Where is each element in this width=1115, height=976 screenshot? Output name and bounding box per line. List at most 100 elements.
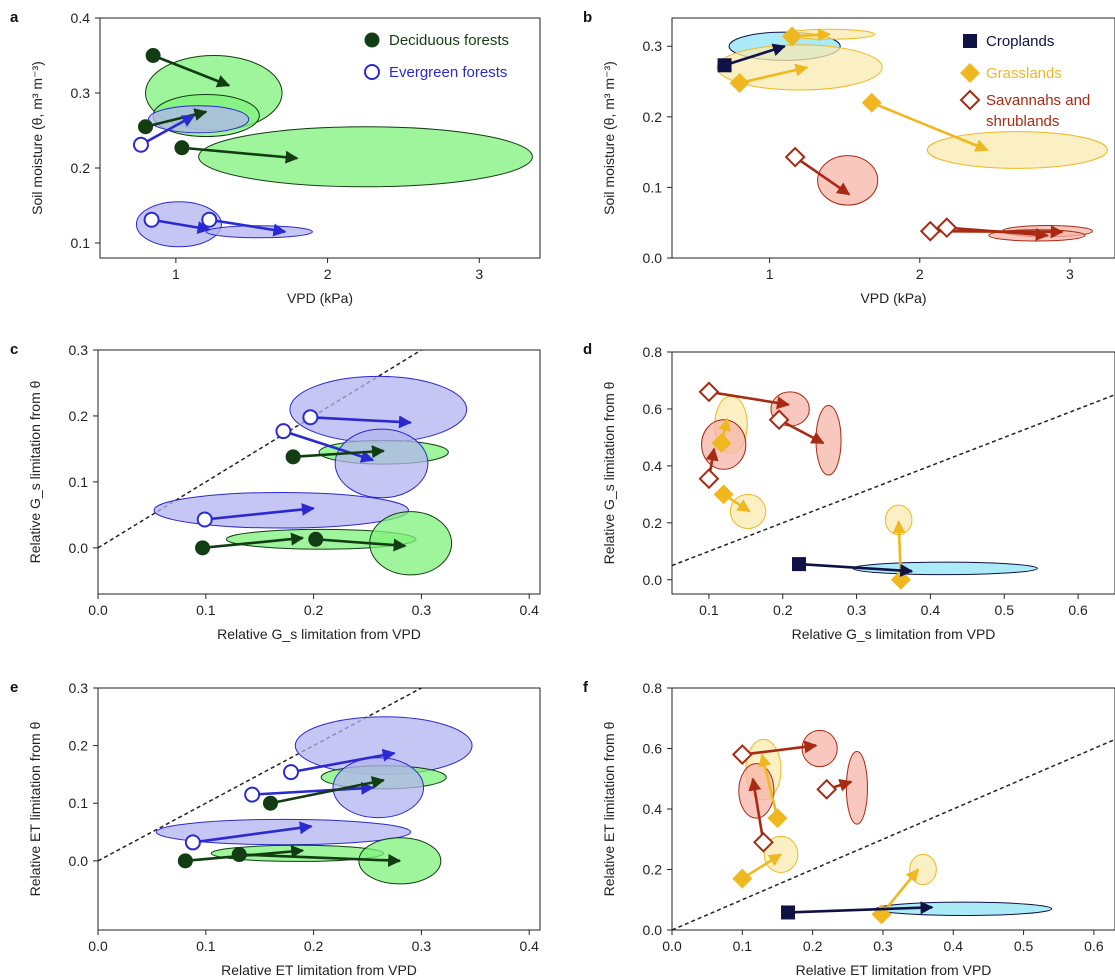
x-tick-label: 0.3 — [873, 938, 893, 954]
evergreen-point — [201, 211, 218, 228]
evergreen-arrow — [192, 821, 313, 844]
deciduous-arrow — [315, 537, 407, 552]
savannah-point — [698, 468, 720, 490]
deciduous-point — [231, 847, 247, 863]
savannah-ellipse — [801, 729, 838, 768]
x-tick-label: 0.1 — [699, 602, 719, 618]
deciduous-point — [145, 48, 161, 63]
panel-letter: c — [10, 341, 18, 358]
panel-a: a 1 2 3 0.1 0.2 0.3 0.4 VPD (kPa) Soil moisture (… — [10, 9, 541, 306]
croplands-arrow — [724, 43, 786, 67]
x-tick-label: 3 — [475, 266, 483, 282]
y-tick-label: 0.0 — [643, 250, 663, 266]
x-tick-label: 2 — [324, 266, 332, 282]
legend-label: shrublands — [986, 113, 1059, 130]
grasslands-ellipse — [926, 131, 1108, 169]
grasslands-arrow — [758, 753, 779, 819]
croplands-arrow — [798, 562, 914, 577]
x-axis-label: Relative ET limitation from VPD — [796, 962, 992, 976]
evergreen-point — [132, 136, 149, 153]
evergreen-arrow — [290, 748, 396, 774]
plot-frame — [671, 351, 1115, 595]
croplands-point — [717, 58, 732, 73]
y-tick-label: 0.0 — [69, 853, 89, 869]
savannah-point — [784, 146, 806, 168]
croplands-point — [963, 34, 977, 48]
croplands-point — [781, 905, 796, 920]
plot-frame — [671, 687, 1115, 931]
y-tick-label: 0.2 — [69, 408, 89, 424]
x-tick-label: 0.1 — [196, 602, 216, 618]
evergreen-ellipse — [148, 105, 250, 134]
y-tick-label: 0.0 — [643, 572, 663, 588]
y-tick-label: 0.1 — [69, 795, 89, 811]
evergreen-point — [196, 511, 213, 528]
y-axis-label: Relative ET limitation from θ — [601, 721, 617, 896]
grasslands-point — [782, 26, 803, 47]
y-tick-label: 0.4 — [643, 458, 663, 474]
evergreen-arrow — [209, 218, 287, 237]
plot-frame — [97, 687, 541, 931]
evergreen-point — [244, 786, 261, 803]
deciduous-point — [364, 32, 380, 48]
x-tick-label: 0.0 — [88, 938, 108, 954]
savannah-arrow — [794, 155, 851, 196]
x-axis-label: Relative G_s limitation from VPD — [792, 626, 996, 642]
x-tick-label: 1 — [172, 266, 180, 282]
x-tick-label: 1 — [766, 266, 774, 282]
x-tick-label: 2 — [916, 266, 924, 282]
x-tick-label: 0.4 — [519, 602, 539, 618]
y-tick-label: 0.1 — [71, 235, 91, 251]
evergreen-ellipse — [153, 491, 409, 529]
x-tick-label: 0.3 — [412, 602, 432, 618]
evergreen-point — [364, 64, 380, 80]
y-tick-label: 0.6 — [643, 741, 663, 757]
y-tick-label: 0.0 — [643, 922, 663, 938]
evergreen-arrow — [151, 218, 211, 234]
y-tick-label: 0.6 — [643, 401, 663, 417]
grasslands-arrow — [871, 101, 989, 152]
croplands-arrow — [787, 901, 934, 915]
legend-label: Evergreen forests — [389, 64, 507, 81]
panel-c: c 0.0 0.1 0.2 0.3 0.4 0.0 0.1 0.2 0.3 Relative G_s… — [10, 341, 541, 642]
savannah-point — [936, 217, 958, 239]
x-tick-label: 3 — [1066, 266, 1074, 282]
evergreen-arrow — [310, 415, 412, 429]
savannah-arrow — [708, 390, 790, 410]
x-tick-label: 0.2 — [304, 602, 324, 618]
y-tick-label: 0.8 — [643, 680, 663, 696]
savannah-ellipse — [845, 751, 868, 825]
x-axis-label: VPD (kPa) — [860, 290, 926, 306]
savannah-point — [919, 220, 941, 242]
deciduous-arrow — [270, 776, 385, 805]
ellipse-group — [701, 391, 1038, 576]
y-tick-label: 0.4 — [643, 801, 663, 817]
x-tick-label: 0.1 — [733, 938, 753, 954]
evergreen-arrow — [204, 503, 315, 521]
y-tick-label: 0.3 — [69, 680, 89, 696]
x-tick-label: 0.3 — [847, 602, 867, 618]
deciduous-point — [138, 119, 154, 135]
y-tick-label: 0.1 — [69, 474, 89, 490]
y-tick-label: 0.2 — [71, 160, 91, 176]
legend-label: Croplands — [986, 33, 1054, 50]
x-tick-label: 0.4 — [944, 938, 964, 954]
evergreen-arrow — [252, 781, 375, 796]
evergreen-arrow — [140, 114, 196, 146]
one-to-one-line — [98, 688, 424, 862]
deciduous-ellipse — [198, 126, 533, 188]
grasslands-arrow — [880, 868, 920, 916]
x-tick-label: 0.4 — [921, 602, 941, 618]
deciduous-point — [308, 531, 324, 547]
savannah-ellipse — [817, 155, 879, 206]
y-tick-label: 0.8 — [643, 344, 663, 360]
deciduous-point — [285, 449, 301, 465]
savannah-point — [768, 409, 790, 431]
x-tick-label: 0.4 — [519, 938, 539, 954]
evergreen-point — [302, 409, 319, 426]
x-tick-label: 0.6 — [1068, 602, 1088, 618]
y-axis-label: Soil moisture (θ, m³ m⁻³) — [29, 61, 45, 215]
plot-frame — [99, 17, 541, 259]
evergreen-ellipse — [334, 428, 429, 499]
